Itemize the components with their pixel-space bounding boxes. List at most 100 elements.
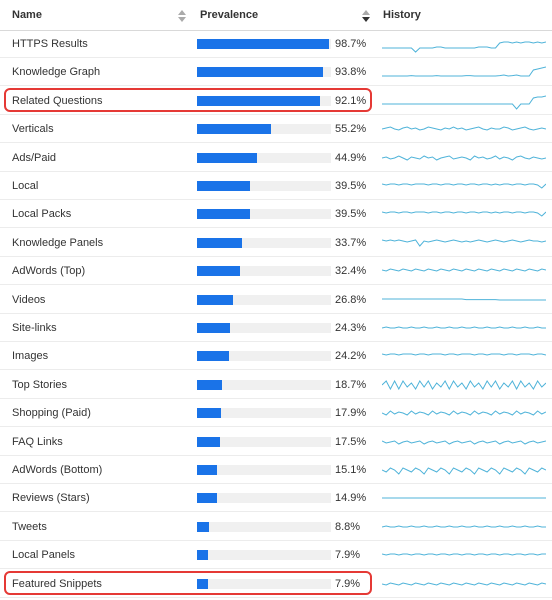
table-row[interactable]: Top Stories 18.7% <box>0 371 552 399</box>
row-name: Local Packs <box>12 208 72 221</box>
table-row[interactable]: FAQ Links 17.5% <box>0 428 552 456</box>
prevalence-value: 14.9% <box>335 492 367 505</box>
column-header-name[interactable]: Name <box>12 9 42 21</box>
table-row[interactable]: Site-links 24.3% <box>0 314 552 342</box>
table-row[interactable]: Featured Snippets 7.9% <box>0 570 552 598</box>
prevalence-value: 7.9% <box>335 577 361 590</box>
sparkline-path <box>382 467 546 475</box>
prevalence-bar-fill <box>197 67 323 78</box>
table-row[interactable]: Shopping (Paid) 17.9% <box>0 399 552 428</box>
prevalence-value: 17.9% <box>335 407 367 420</box>
history-sparkline <box>382 553 546 556</box>
sparkline-path <box>382 66 546 77</box>
prevalence-value: 39.5% <box>335 208 367 221</box>
sparkline-path <box>382 379 546 390</box>
table-row[interactable]: HTTPS Results 98.7% <box>0 30 552 58</box>
sort-both-icon[interactable] <box>178 10 186 22</box>
row-name: Local <box>12 180 39 192</box>
prevalence-bar-fill <box>197 39 330 49</box>
prevalence-value: 24.3% <box>335 322 367 334</box>
column-header-prevalence[interactable]: Prevalence <box>200 9 259 21</box>
history-sparkline <box>382 440 546 445</box>
prevalence-bar-fill <box>197 379 223 390</box>
column-header-history[interactable]: History <box>383 9 421 21</box>
row-name: Tweets <box>12 520 47 533</box>
prevalence-bar-track <box>197 351 331 362</box>
sparkline-path <box>382 410 546 416</box>
table-row[interactable]: Images 24.2% <box>0 342 552 371</box>
prevalence-bar-track <box>197 181 331 191</box>
prevalence-bar-fill <box>197 578 208 589</box>
history-sparkline <box>382 239 546 247</box>
prevalence-bar-fill <box>197 323 230 333</box>
prevalence-bar-fill <box>197 408 221 419</box>
prevalence-value: 39.5% <box>335 180 367 192</box>
table-row[interactable]: Knowledge Graph 93.8% <box>0 58 552 87</box>
prevalence-value: 55.2% <box>335 123 367 136</box>
table-row[interactable]: Knowledge Panels 33.7% <box>0 229 552 257</box>
table-row[interactable]: AdWords (Top) 32.4% <box>0 257 552 286</box>
prevalence-bar-fill <box>197 95 321 106</box>
prevalence-bar-track <box>197 39 331 49</box>
sparkline-path <box>382 41 546 53</box>
row-name: AdWords (Top) <box>12 265 86 278</box>
row-name: Featured Snippets <box>12 577 102 590</box>
table-row[interactable]: Reviews (Stars) 14.9% <box>0 484 552 513</box>
history-sparkline <box>382 497 546 499</box>
prevalence-bar-track <box>197 521 331 532</box>
table-row[interactable]: Videos 26.8% <box>0 286 552 314</box>
history-sparkline <box>382 582 546 586</box>
row-name: AdWords (Bottom) <box>12 464 103 476</box>
sparkline-path <box>382 326 546 329</box>
table-row[interactable]: Verticals 55.2% <box>0 115 552 144</box>
history-sparkline <box>382 95 546 110</box>
history-sparkline <box>382 41 546 53</box>
sparkline-path <box>382 154 546 161</box>
table-row[interactable]: Local Panels 7.9% <box>0 541 552 570</box>
table-row[interactable]: Local Packs 39.5% <box>0 200 552 229</box>
prevalence-bar-fill <box>197 209 250 220</box>
sparkline-path <box>382 211 546 218</box>
row-name: Images <box>12 350 49 363</box>
row-name: Shopping (Paid) <box>12 407 91 420</box>
row-name: FAQ Links <box>12 435 63 448</box>
sparkline-path <box>382 239 546 247</box>
history-sparkline <box>382 183 546 189</box>
prevalence-bar-fill <box>197 237 243 248</box>
history-sparkline <box>382 154 546 161</box>
prevalence-value: 92.1% <box>335 94 367 107</box>
sparkline-path <box>382 126 546 131</box>
prevalence-bar-track <box>197 67 331 78</box>
prevalence-bar-track <box>197 323 331 333</box>
prevalence-bar-fill <box>197 152 258 163</box>
prevalence-bar-track <box>197 408 331 419</box>
table-row[interactable]: Local 39.5% <box>0 172 552 200</box>
table-row[interactable]: Tweets 8.8% <box>0 513 552 541</box>
sort-desc-icon[interactable] <box>362 10 370 22</box>
prevalence-bar-fill <box>197 465 218 475</box>
history-sparkline <box>382 298 546 301</box>
prevalence-bar-fill <box>197 266 241 277</box>
sparkline-path <box>382 183 546 189</box>
table-row[interactable]: AdWords (Bottom) 15.1% <box>0 456 552 484</box>
prevalence-bar-track <box>197 436 331 447</box>
sparkline-path <box>382 268 546 272</box>
prevalence-bar-track <box>197 124 331 135</box>
table-row[interactable]: Related Questions 92.1% <box>0 87 552 115</box>
prevalence-bar-track <box>197 95 331 106</box>
prevalence-bar-fill <box>197 294 233 305</box>
prevalence-bar-track <box>197 465 331 475</box>
prevalence-value: 26.8% <box>335 293 367 306</box>
row-name: Verticals <box>12 123 54 136</box>
sparkline-path <box>382 298 546 301</box>
table-row[interactable]: Ads/Paid 44.9% <box>0 144 552 172</box>
history-sparkline <box>382 525 546 528</box>
sparkline-path <box>382 553 546 556</box>
history-sparkline <box>382 410 546 416</box>
prevalence-value: 18.7% <box>335 378 367 391</box>
prevalence-bar-track <box>197 266 331 277</box>
prevalence-value: 93.8% <box>335 66 367 79</box>
prevalence-value: 32.4% <box>335 265 367 278</box>
row-name: Top Stories <box>12 378 68 391</box>
